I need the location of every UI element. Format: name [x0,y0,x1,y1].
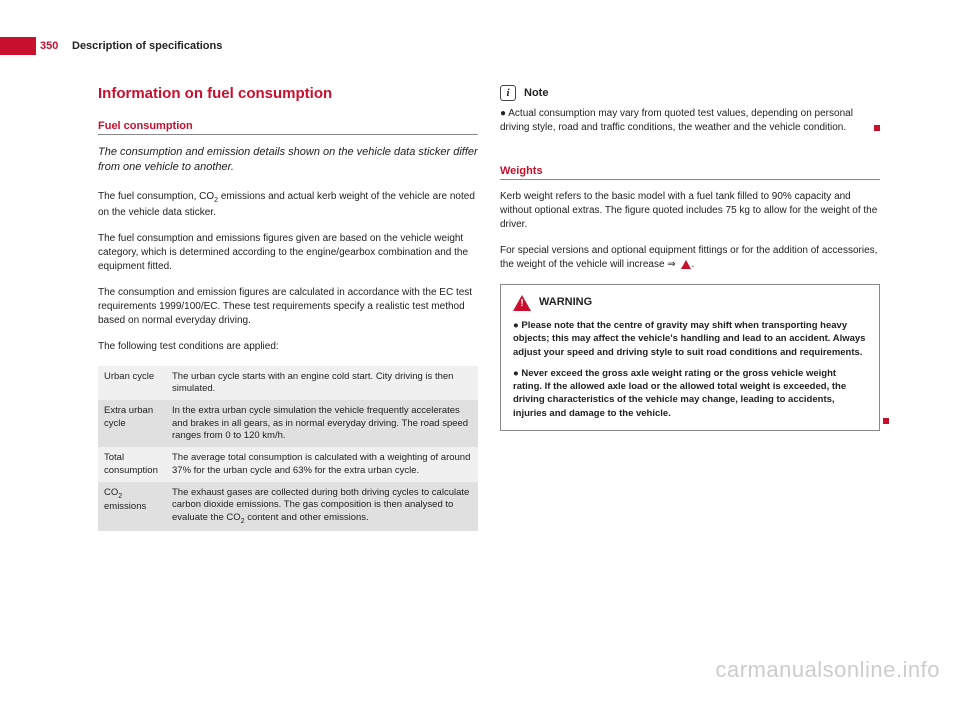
cell-text: The average total consumption is calcula… [166,447,478,482]
warning-icon [513,295,531,311]
table-row: CO2 emissions The exhaust gases are coll… [98,482,478,531]
period: . [691,259,694,270]
header-section-title: Description of specifications [72,40,222,52]
note-text-span: ● Actual consumption may vary from quote… [500,108,853,133]
label-a: CO [104,487,118,498]
cell-label: CO2 emissions [98,482,166,531]
warning-triangle-icon [681,260,691,269]
text-b: content and other emissions. [245,512,369,523]
paragraph-2: The fuel consumption and emissions figur… [98,232,478,274]
watermark: carmanualsonline.info [715,657,940,683]
note-header: i Note [500,85,880,101]
heading-main: Information on fuel consumption [98,85,478,102]
warning-header: WARNING [513,295,867,311]
paragraph-1: The fuel consumption, CO2 emissions and … [98,190,478,220]
subscript-2: 2 [118,493,122,500]
cell-text: The exhaust gases are collected during b… [166,482,478,531]
note-text: ● Actual consumption may vary from quote… [500,107,880,135]
table-row: Urban cycle The urban cycle starts with … [98,366,478,401]
left-column: Information on fuel consumption Fuel con… [98,85,478,531]
intro-text: The consumption and emission details sho… [98,145,478,176]
cell-text: The urban cycle starts with an engine co… [166,366,478,401]
cell-label: Total consumption [98,447,166,482]
warning-bullet-1: Please note that the centre of gravity m… [513,319,867,359]
warning-title: WARNING [539,295,592,310]
warning-bullet-2: Never exceed the gross axle weight ratin… [513,367,867,420]
paragraph-4: The following test conditions are applie… [98,340,478,354]
weights-p2: For special versions and optional equipm… [500,244,880,272]
cell-label: Urban cycle [98,366,166,401]
note-title: Note [524,87,548,99]
cell-text: In the extra urban cycle simulation the … [166,400,478,447]
end-marker-icon [874,125,880,131]
warning-box: WARNING Please note that the centre of g… [500,284,880,431]
info-icon: i [500,85,516,101]
table-row: Extra urban cycle In the extra urban cyc… [98,400,478,447]
right-column: i Note ● Actual consumption may vary fro… [500,85,880,431]
page-number: 350 [40,40,58,52]
table-row: Total consumption The average total cons… [98,447,478,482]
paragraph-3: The consumption and emission figures are… [98,286,478,328]
weights-p1: Kerb weight refers to the basic model wi… [500,190,880,232]
heading-fuel-consumption: Fuel consumption [98,120,478,135]
test-conditions-table: Urban cycle The urban cycle starts with … [98,366,478,531]
end-marker-icon [883,418,889,424]
label-b: emissions [104,501,146,512]
p1-part-a: The fuel consumption, CO [98,191,214,202]
cell-label: Extra urban cycle [98,400,166,447]
heading-weights: Weights [500,165,880,180]
page-tab [0,37,36,55]
